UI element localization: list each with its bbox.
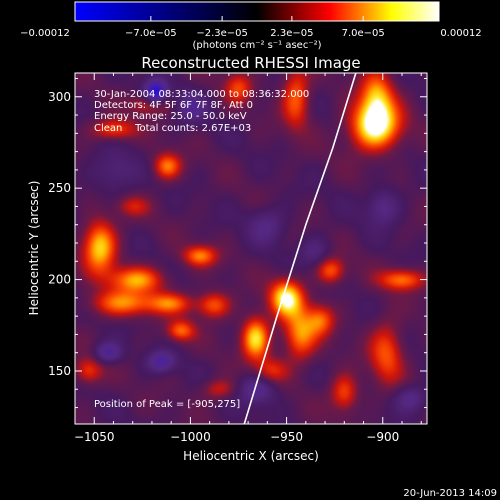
annotation-energy-range: Energy Range: 25.0 - 50.0 keV bbox=[94, 111, 247, 122]
x-axis-ticks: −1050 −1000 −950 −900 bbox=[74, 73, 422, 444]
chart-title: Reconstructed RHESSI Image bbox=[141, 54, 360, 72]
x-tick-label: −1000 bbox=[170, 430, 211, 444]
colorbar-tick-label: −0.00012 bbox=[20, 28, 70, 39]
y-axis-ticks: 150 200 250 300 bbox=[48, 77, 427, 409]
heatmap-image bbox=[75, 73, 427, 424]
colorbar-ticks: −0.00012 −7.0e−05 −2.3e−05 2.3e−05 7.0e−05 0.… bbox=[20, 16, 482, 39]
annotation-clean-counts: Clean Total counts: 2.67E+03 bbox=[94, 123, 251, 134]
x-tick-label: −950 bbox=[270, 430, 303, 444]
annotation-detectors: Detectors: 4F 5F 6F 7F 8F, Att 0 bbox=[94, 100, 253, 111]
annotation-time-range: 30-Jan-2004 08:33:04.000 to 08:36:32.000 bbox=[94, 89, 309, 100]
solar-limb-curve bbox=[243, 73, 357, 424]
y-tick-label: 200 bbox=[48, 273, 71, 287]
colorbar-tick-label: −7.0e−05 bbox=[125, 28, 177, 39]
heatmap-area bbox=[75, 73, 427, 424]
x-axis-label: Heliocentric X (arcsec) bbox=[183, 449, 319, 463]
colorbar-tick-label: 0.00012 bbox=[440, 28, 481, 39]
plot-frame bbox=[74, 72, 428, 425]
y-tick-label: 150 bbox=[48, 364, 71, 378]
colorbar-tick-label: −2.3e−05 bbox=[196, 28, 248, 39]
y-tick-label: 250 bbox=[48, 181, 71, 195]
x-tick-label: −1050 bbox=[74, 430, 115, 444]
colorbar bbox=[74, 1, 440, 22]
colorbar-tick-label: 2.3e−05 bbox=[270, 28, 313, 39]
x-tick-label: −900 bbox=[366, 430, 399, 444]
colorbar-unit-label: (photons cm⁻² s⁻¹ asec⁻²) bbox=[192, 40, 321, 51]
peak-position-label: Position of Peak = [-905,275] bbox=[94, 399, 240, 410]
footer-timestamp: 20-Jun-2013 14:09 bbox=[403, 488, 497, 499]
y-tick-label: 300 bbox=[48, 90, 71, 104]
y-axis-label: Heliocentric Y (arcsec) bbox=[27, 181, 41, 316]
colorbar-tick-label: 7.0e−05 bbox=[342, 28, 385, 39]
